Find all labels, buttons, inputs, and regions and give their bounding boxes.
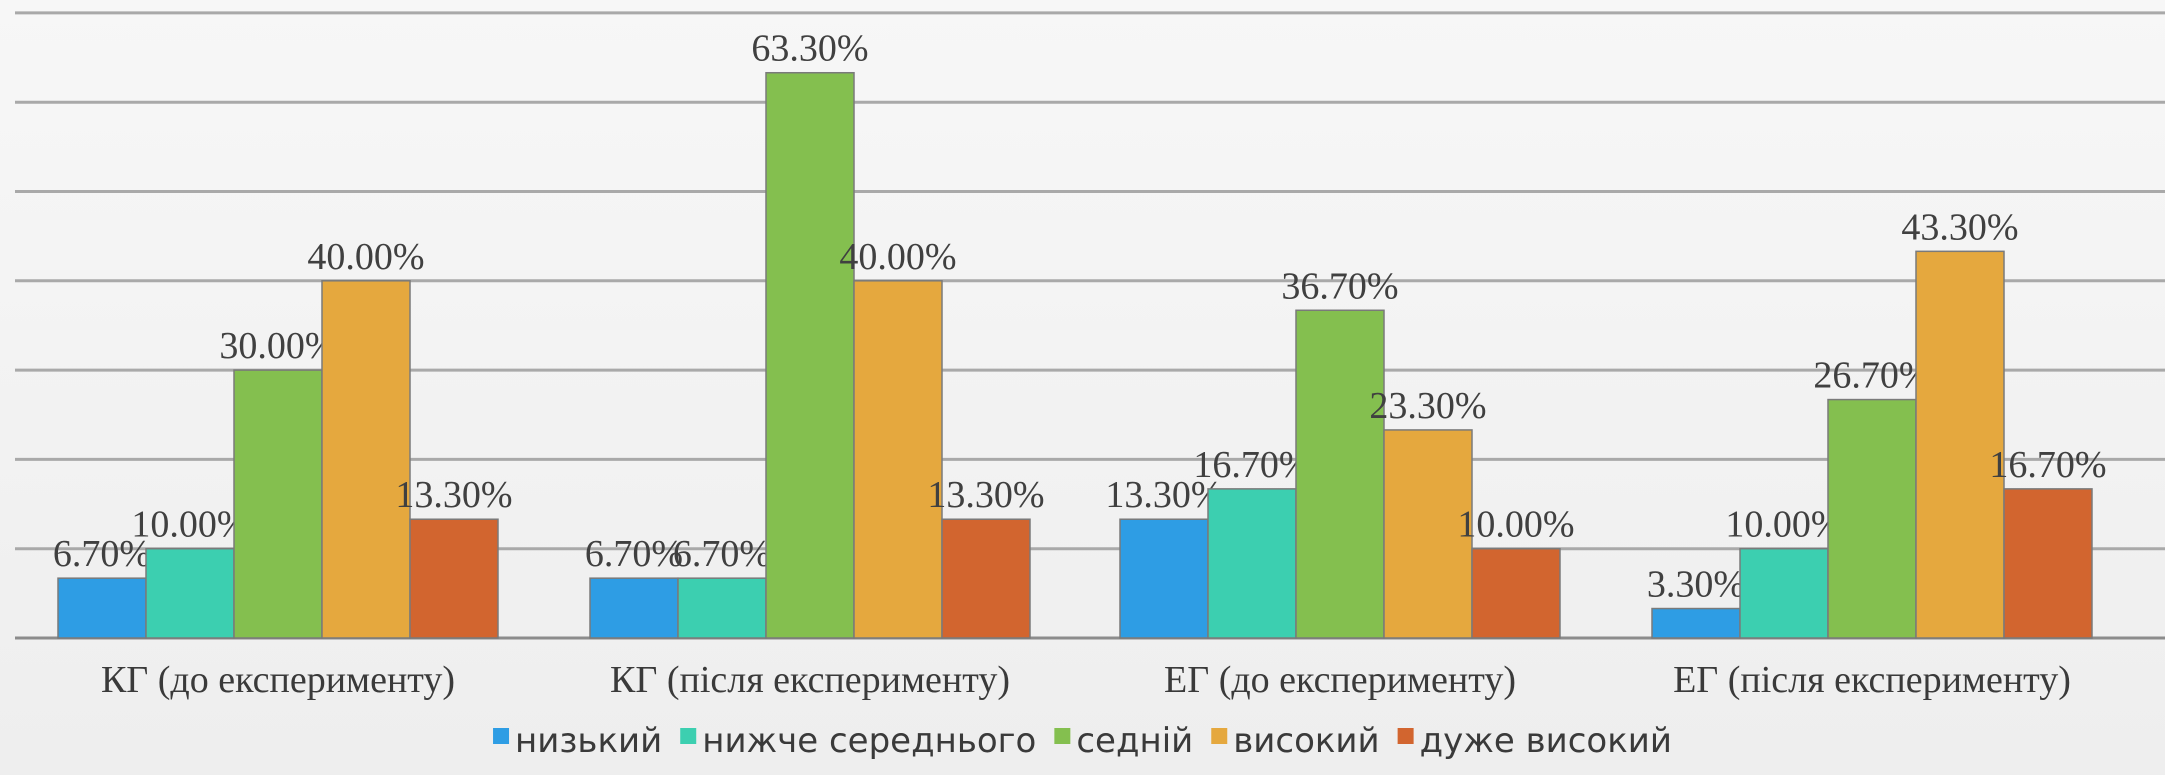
data-label-4-4: 43.30% [1901,206,2018,248]
data-label-2-4: 10.00% [1725,504,1842,546]
data-label-1-1: 6.70% [53,533,151,575]
bar-4-2 [853,280,943,639]
bar-5-2 [941,518,1031,639]
legend-label-3: седній [1076,721,1193,761]
bar-2-4 [1739,547,1829,639]
data-label-5-4: 16.70% [1989,444,2106,486]
bar-3-1 [233,369,323,639]
data-label-4-3: 23.30% [1369,385,1486,427]
data-label-3-4: 26.70% [1813,355,1930,397]
bar-4-1 [321,280,411,639]
data-label-1-3: 13.30% [1105,474,1222,516]
legend-swatch-4 [1211,728,1228,744]
legend-label-5: дуже високий [1420,721,1672,761]
data-label-2-2: 6.70% [673,533,771,575]
bar-1-1 [57,577,147,639]
data-label-4-1: 40.00% [307,236,424,278]
bar-3-4 [1827,398,1917,639]
bar-2-2 [677,577,767,639]
bar-4-3 [1383,429,1473,639]
legend-swatch-2 [680,728,697,744]
category-label-1: КГ (до експерименту) [101,659,455,701]
data-label-2-1: 10.00% [131,504,248,546]
bar-3-2 [765,71,855,639]
legend-label-4: високий [1233,721,1379,761]
bar-5-1 [409,518,499,639]
data-label-3-1: 30.00% [219,325,336,367]
category-label-4: ЕГ (після експерименту) [1673,659,2071,701]
bar-1-2 [589,577,679,639]
bar-5-3 [1471,547,1561,639]
data-label-5-3: 10.00% [1457,504,1574,546]
legend-swatch-3 [1054,728,1071,744]
legend-label-1: низький [515,721,662,761]
data-label-5-1: 13.30% [395,474,512,516]
bar-3-3 [1295,309,1385,639]
data-label-4-2: 40.00% [839,236,956,278]
legend-swatch-1 [493,728,510,744]
bar-5-4 [2003,488,2093,639]
category-label-3: ЕГ (до експерименту) [1164,659,1516,701]
legend-swatch-5 [1397,728,1414,744]
data-label-3-2: 63.30% [751,28,868,70]
category-label-2: КГ (після експерименту) [610,659,1010,701]
bar-2-1 [145,547,235,639]
legend-label-2: нижче середнього [702,721,1036,761]
bar-2-3 [1207,488,1297,639]
bar-1-3 [1119,518,1209,639]
bar-1-4 [1651,607,1741,639]
data-label-2-3: 16.70% [1193,444,1310,486]
bar-4-4 [1915,250,2005,639]
data-label-1-2: 6.70% [585,533,683,575]
data-label-1-4: 3.30% [1647,564,1745,606]
data-label-3-3: 36.70% [1281,265,1398,307]
data-label-5-2: 13.30% [927,474,1044,516]
